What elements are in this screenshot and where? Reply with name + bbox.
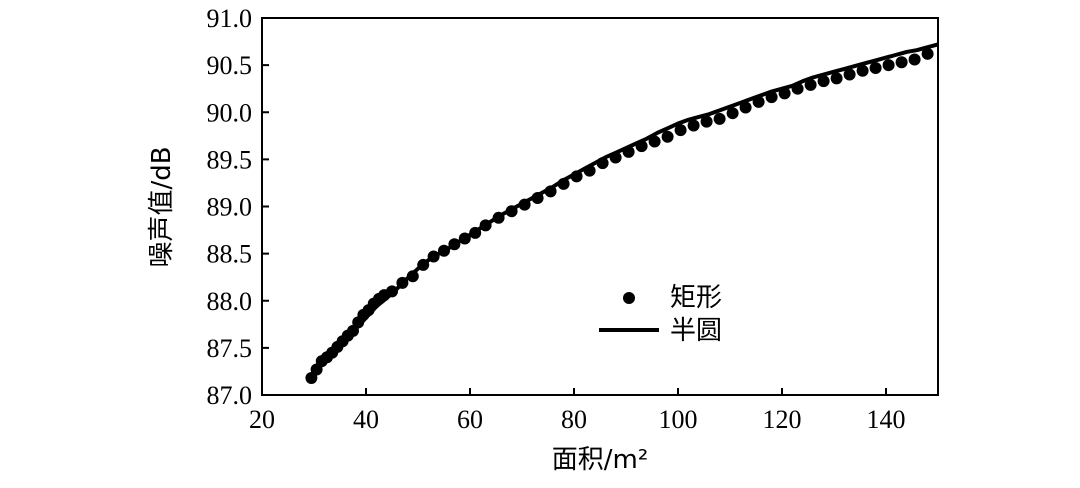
data-point-rectangle: [856, 64, 869, 77]
y-tick-label: 89.5: [207, 145, 253, 174]
data-point-rectangle: [739, 101, 752, 114]
x-tick-label: 60: [457, 405, 483, 434]
y-tick-label: 91.0: [207, 4, 253, 33]
data-point-rectangle: [700, 115, 713, 128]
x-tick-label: 120: [763, 405, 802, 434]
data-point-rectangle: [458, 232, 471, 245]
data-point-rectangle: [635, 140, 648, 153]
data-point-rectangle: [406, 270, 419, 283]
data-point-rectangle: [596, 157, 609, 170]
data-point-rectangle: [921, 47, 934, 60]
data-point-rectangle: [765, 91, 778, 104]
x-axis-label: 面积/m²: [552, 445, 649, 475]
data-point-rectangle: [505, 205, 518, 218]
data-point-rectangle: [622, 145, 635, 158]
data-point-rectangle: [882, 59, 895, 72]
data-point-rectangle: [417, 258, 430, 271]
y-tick-label: 87.0: [207, 381, 253, 410]
data-point-rectangle: [804, 78, 817, 91]
data-point-rectangle: [396, 276, 409, 289]
legend-label-rectangle: 矩形: [670, 283, 722, 313]
legend-marker-rectangle: [623, 292, 635, 304]
data-point-rectangle: [687, 119, 700, 132]
data-point-rectangle: [843, 68, 856, 81]
series-layer: [305, 42, 938, 385]
data-point-rectangle: [661, 130, 674, 143]
data-point-rectangle: [479, 219, 492, 232]
y-tick-label: 87.5: [207, 334, 253, 363]
data-point-rectangle: [583, 164, 596, 177]
data-point-rectangle: [438, 244, 450, 257]
y-tick-label: 89.0: [207, 193, 253, 222]
data-point-rectangle: [791, 82, 804, 95]
y-tick-label: 88.5: [207, 240, 253, 269]
data-point-rectangle: [570, 170, 583, 183]
data-point-rectangle: [674, 124, 687, 137]
y-tick-label: 90.5: [207, 51, 253, 80]
data-point-rectangle: [778, 87, 791, 100]
data-point-rectangle: [492, 211, 505, 224]
x-tick-label: 140: [867, 405, 906, 434]
data-point-rectangle: [726, 107, 739, 120]
x-tick-label: 20: [249, 405, 275, 434]
data-point-rectangle: [469, 226, 482, 239]
data-point-rectangle: [609, 151, 622, 164]
data-point-rectangle: [713, 112, 726, 125]
data-point-rectangle: [869, 61, 882, 74]
y-tick-label: 90.0: [207, 98, 253, 127]
data-point-rectangle: [544, 185, 557, 198]
data-point-rectangle: [648, 135, 661, 148]
data-point-rectangle: [752, 95, 765, 108]
data-point-rectangle: [531, 192, 544, 205]
x-tick-label: 100: [659, 405, 698, 434]
data-point-rectangle: [518, 198, 531, 211]
y-axis-label: 噪声值/dB: [147, 146, 177, 267]
data-point-rectangle: [817, 75, 830, 88]
y-axis: 87.0 87.5 88.0 88.5 89.0 89.5 90.0 90.5 91.0: [207, 4, 269, 410]
data-point-rectangle: [427, 250, 440, 263]
x-tick-label: 40: [353, 405, 379, 434]
data-point-rectangle: [908, 53, 921, 66]
data-point-rectangle: [830, 72, 843, 85]
x-tick-label: 80: [561, 405, 587, 434]
data-point-rectangle: [386, 285, 398, 298]
data-point-rectangle: [895, 56, 908, 69]
x-axis: 20 40 60 80 100 120 140: [249, 388, 906, 434]
y-tick-label: 88.0: [207, 287, 253, 316]
data-point-rectangle: [557, 177, 570, 190]
data-point-rectangle: [448, 238, 461, 251]
legend-label-semicircle: 半圆: [670, 316, 722, 346]
legend: 矩形 半圆: [599, 283, 722, 346]
